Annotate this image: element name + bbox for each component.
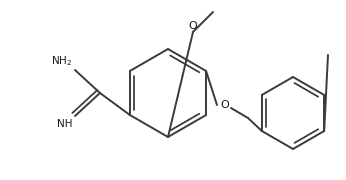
Text: NH: NH xyxy=(56,119,72,129)
Text: O: O xyxy=(221,100,229,110)
Text: O: O xyxy=(189,21,197,31)
Text: NH$_2$: NH$_2$ xyxy=(51,54,72,68)
